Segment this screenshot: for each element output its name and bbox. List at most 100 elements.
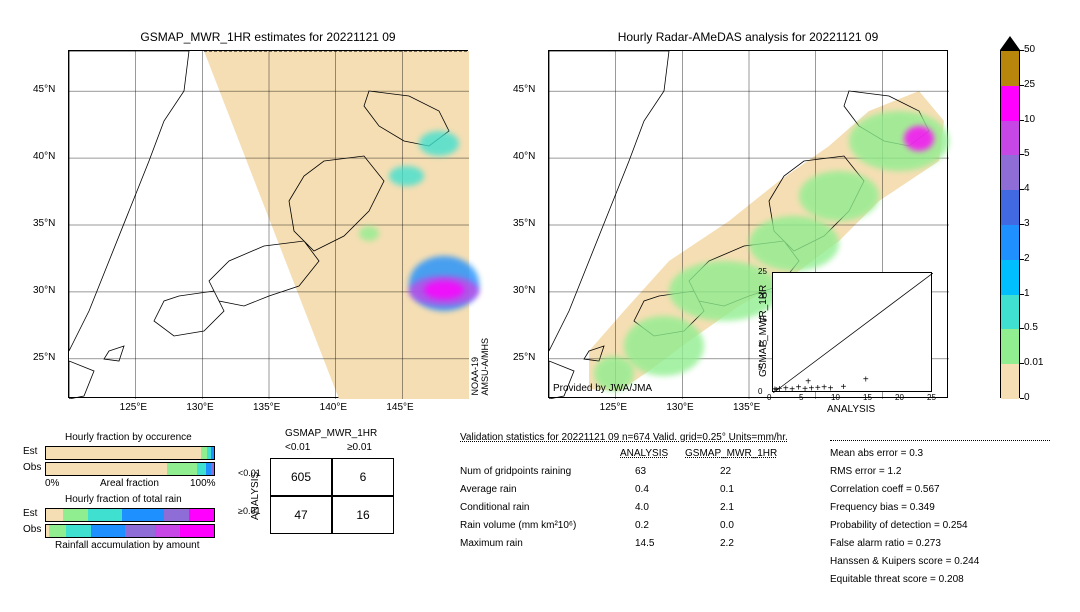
scatter-xtick: 15 (863, 393, 872, 402)
scatter-xtick: 0 (767, 393, 771, 402)
lon-tick: 145°E (386, 402, 413, 413)
left-map-panel (68, 50, 468, 398)
scatter-ytick: 25 (758, 267, 767, 276)
colorbar-tickmark (1020, 363, 1024, 364)
colorbar-cap (1000, 36, 1020, 50)
scatter-plot: ++++++++++++++ (772, 272, 932, 392)
contingency-cell: 16 (332, 496, 394, 534)
satellite-label: NOAA-19 AMSU-A/MHS (470, 338, 490, 396)
scatter-xtick: 25 (927, 393, 936, 402)
colorbar-segment (1001, 364, 1019, 399)
fraction-segment (125, 525, 155, 537)
pct-0: 0% (45, 478, 59, 489)
contingency-cell: 605 (270, 458, 332, 496)
contingency-cell: 47 (270, 496, 332, 534)
colorbar-tick: 1 (1024, 288, 1030, 299)
fraction-segment (164, 509, 189, 521)
fraction-row-label: Obs (23, 462, 41, 473)
validation-val-b: 22 (720, 466, 731, 477)
scatter-ytick: 0 (758, 387, 762, 396)
map-svg (69, 51, 469, 399)
colorbar-tickmark (1020, 259, 1024, 260)
colorbar-segment (1001, 86, 1019, 121)
colorbar-segment (1001, 51, 1019, 86)
validation-col-b: GSMAP_MWR_1HR (685, 448, 777, 459)
rain-blob (419, 131, 459, 156)
fraction-segment (155, 525, 180, 537)
validation-row-label: Rain volume (mm km²10⁶) (460, 520, 576, 531)
svg-text:+: + (796, 383, 802, 393)
svg-text:+: + (789, 385, 795, 393)
fraction-segment (66, 525, 91, 537)
metric-row: Mean abs error = 0.3 (830, 448, 923, 459)
scatter-xtick: 10 (831, 393, 840, 402)
colorbar-segment (1001, 121, 1019, 156)
fraction-segment (180, 525, 214, 537)
scatter-xtick: 5 (799, 393, 803, 402)
validation-row-label: Conditional rain (460, 502, 530, 513)
rain-blob (849, 111, 949, 171)
lat-tick: 40°N (513, 151, 535, 162)
lat-tick: 25°N (513, 352, 535, 363)
contingency-col-label: ≥0.01 (347, 442, 372, 453)
metrics-divider (830, 440, 1050, 441)
lat-tick: 30°N (513, 285, 535, 296)
metric-row: Equitable threat score = 0.208 (830, 574, 964, 585)
areal-label: Areal fraction (100, 478, 159, 489)
map-title: GSMAP_MWR_1HR estimates for 20221121 09 (68, 30, 468, 44)
fraction-row-label: Obs (23, 524, 41, 535)
fraction-segment (88, 509, 122, 521)
colorbar (1000, 50, 1020, 398)
colorbar-tickmark (1020, 294, 1024, 295)
fraction-segment (211, 447, 214, 459)
contingency-row-label: <0.01 (238, 468, 261, 478)
colorbar-segment (1001, 225, 1019, 260)
colorbar-segment (1001, 155, 1019, 190)
metric-row: Hanssen & Kuipers score = 0.244 (830, 556, 979, 567)
scatter-xlabel: ANALYSIS (827, 404, 875, 415)
fraction-row-label: Est (23, 508, 37, 519)
validation-val-b: 0.0 (720, 520, 734, 531)
pct-100: 100% (190, 478, 216, 489)
colorbar-tickmark (1020, 189, 1024, 190)
lat-tick: 35°N (33, 218, 55, 229)
contingency-cell: 6 (332, 458, 394, 496)
lon-tick: 125°E (600, 402, 627, 413)
rain-blob (904, 126, 934, 151)
contingency-col-header: GSMAP_MWR_1HR (285, 428, 377, 439)
fraction-bar (45, 446, 215, 460)
svg-text:+: + (815, 383, 821, 393)
colorbar-tick: 50 (1024, 44, 1035, 55)
colorbar-tickmark (1020, 154, 1024, 155)
colorbar-tickmark (1020, 85, 1024, 86)
svg-text:+: + (783, 384, 789, 393)
svg-text:+: + (863, 374, 869, 385)
rain-blob (799, 171, 879, 221)
lon-tick: 125°E (120, 402, 147, 413)
fraction-segment (197, 463, 205, 475)
fraction-segment (189, 509, 214, 521)
colorbar-tick: 10 (1024, 114, 1035, 125)
validation-val-b: 2.2 (720, 538, 734, 549)
metric-row: False alarm ratio = 0.273 (830, 538, 941, 549)
colorbar-tickmark (1020, 224, 1024, 225)
colorbar-tick: 0.5 (1024, 322, 1038, 333)
lon-tick: 135°E (733, 402, 760, 413)
lon-tick: 135°E (253, 402, 280, 413)
scatter-ytick: 15 (758, 315, 767, 324)
scatter-ytick: 20 (758, 291, 767, 300)
svg-text:+: + (828, 384, 834, 393)
provided-by: Provided by JWA/JMA (553, 383, 652, 394)
colorbar-tickmark (1020, 328, 1024, 329)
scatter-ytick: 10 (758, 339, 767, 348)
fraction-occ-title: Hourly fraction by occurence (65, 432, 192, 443)
scatter-ytick: 5 (758, 363, 762, 372)
validation-val-a: 0.4 (635, 484, 649, 495)
contingency-row-label: ≥0.01 (238, 506, 260, 516)
colorbar-segment (1001, 260, 1019, 295)
validation-col-a: ANALYSIS (620, 448, 668, 459)
validation-title: Validation statistics for 20221121 09 n=… (460, 432, 880, 443)
colorbar-tick: 0.01 (1024, 357, 1043, 368)
scatter-xtick: 20 (895, 393, 904, 402)
colorbar-tick: 2 (1024, 253, 1030, 264)
